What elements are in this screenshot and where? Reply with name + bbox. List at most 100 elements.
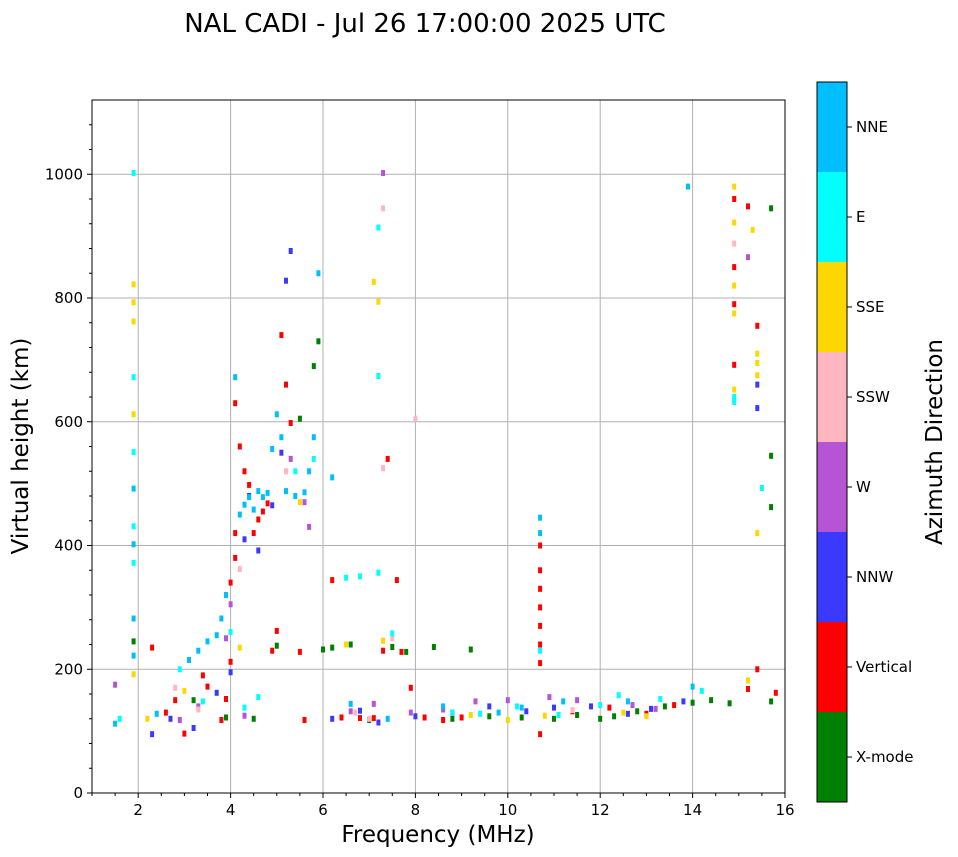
- y-axis: 0 200 400 600 800 1000: [45, 124, 92, 802]
- point-sse: [344, 641, 349, 648]
- x-tick-label: 14: [683, 801, 702, 819]
- point-ssw: [173, 684, 178, 691]
- point-e: [699, 687, 704, 694]
- point-ssw: [284, 468, 288, 475]
- point-sse: [182, 687, 187, 694]
- points-layer: [113, 170, 778, 738]
- point-vertical: [746, 203, 750, 210]
- point-x-mode: [297, 415, 302, 422]
- y-tick-label: 400: [54, 537, 83, 555]
- point-nnw: [191, 725, 196, 731]
- point-nnw: [288, 248, 293, 254]
- point-vertical: [732, 361, 737, 368]
- point-nne: [302, 489, 307, 496]
- chart-title: NAL CADI - Jul 26 17:00:00 2025 UTC: [184, 9, 666, 39]
- colorbar-tick-label: Vertical: [856, 658, 912, 676]
- point-w: [381, 170, 386, 176]
- point-nnw: [649, 705, 653, 712]
- point-vertical: [755, 322, 760, 329]
- x-tick-label: 12: [591, 801, 610, 819]
- point-nne: [131, 485, 136, 492]
- point-ssw: [353, 709, 358, 716]
- point-vertical: [459, 714, 464, 721]
- point-vertical: [538, 585, 543, 592]
- point-sse: [131, 299, 136, 306]
- point-nne: [247, 494, 252, 501]
- point-sse: [237, 644, 242, 651]
- point-nne: [686, 183, 690, 190]
- colorbar-segment-e: [817, 172, 847, 262]
- point-w: [371, 700, 376, 707]
- point-vertical: [538, 731, 543, 738]
- point-ssw: [367, 715, 372, 722]
- point-sse: [131, 281, 136, 288]
- point-vertical: [358, 715, 362, 722]
- point-ssw: [196, 706, 201, 713]
- colorbar-segment-w: [817, 442, 847, 532]
- x-tick-label: 8: [411, 801, 421, 819]
- point-vertical: [182, 730, 187, 737]
- point-nne: [219, 615, 224, 622]
- point-x-mode: [131, 638, 136, 645]
- point-sse: [644, 713, 649, 720]
- point-vertical: [173, 697, 178, 704]
- point-nne: [690, 683, 695, 690]
- point-vertical: [773, 689, 778, 696]
- point-nnw: [487, 703, 492, 710]
- point-e: [256, 694, 261, 701]
- point-nnw: [279, 449, 284, 456]
- point-x-mode: [487, 713, 492, 720]
- colorbar-segment-x-mode: [817, 712, 847, 802]
- point-e: [358, 573, 362, 580]
- point-nne: [519, 704, 524, 711]
- point-sse: [755, 530, 760, 537]
- point-e: [616, 692, 621, 699]
- point-x-mode: [431, 644, 436, 650]
- point-x-mode: [311, 363, 316, 370]
- point-sse: [755, 372, 760, 379]
- colorbar-tick-label: SSW: [856, 388, 890, 406]
- point-x-mode: [612, 713, 617, 720]
- point-w: [242, 712, 247, 719]
- point-nnw: [625, 710, 630, 717]
- point-vertical: [408, 684, 413, 691]
- point-sse: [131, 671, 136, 678]
- point-w: [196, 703, 201, 710]
- x-axis: 2 4 6 8 10 12 14 16: [91, 793, 795, 819]
- point-vertical: [302, 717, 307, 723]
- colorbar-segment-vertical: [817, 622, 847, 712]
- point-sse: [732, 183, 737, 190]
- point-sse: [376, 298, 381, 305]
- colorbar-tick-label: W: [856, 478, 871, 496]
- colorbar: X-mode Vertical NNW W SSW SSE E NNE: [816, 81, 913, 803]
- point-vertical: [394, 577, 399, 584]
- point-e: [658, 696, 663, 702]
- point-vertical: [228, 658, 233, 665]
- point-nne: [154, 710, 159, 717]
- point-e: [376, 569, 381, 576]
- point-e: [344, 574, 349, 581]
- point-x-mode: [769, 452, 774, 459]
- point-nnw: [270, 502, 275, 509]
- point-nne: [256, 488, 261, 495]
- point-sse: [468, 712, 473, 718]
- point-nne: [265, 489, 270, 496]
- point-w: [653, 705, 658, 712]
- point-vertical: [233, 400, 238, 407]
- point-nnw: [284, 277, 288, 284]
- point-vertical: [237, 443, 242, 450]
- point-x-mode: [468, 646, 473, 653]
- colorbar-segment-nne: [817, 82, 847, 172]
- point-vertical: [732, 301, 737, 308]
- point-x-mode: [330, 644, 335, 651]
- point-vertical: [288, 420, 293, 426]
- point-x-mode: [404, 648, 409, 655]
- x-tick-label: 16: [775, 801, 794, 819]
- colorbar-label: Azimuth Direction: [922, 339, 948, 545]
- point-vertical: [233, 530, 238, 537]
- point-vertical: [205, 683, 210, 690]
- x-tick-label: 4: [226, 801, 236, 819]
- point-nnw: [376, 719, 381, 726]
- point-vertical: [371, 715, 376, 722]
- point-w: [630, 702, 635, 709]
